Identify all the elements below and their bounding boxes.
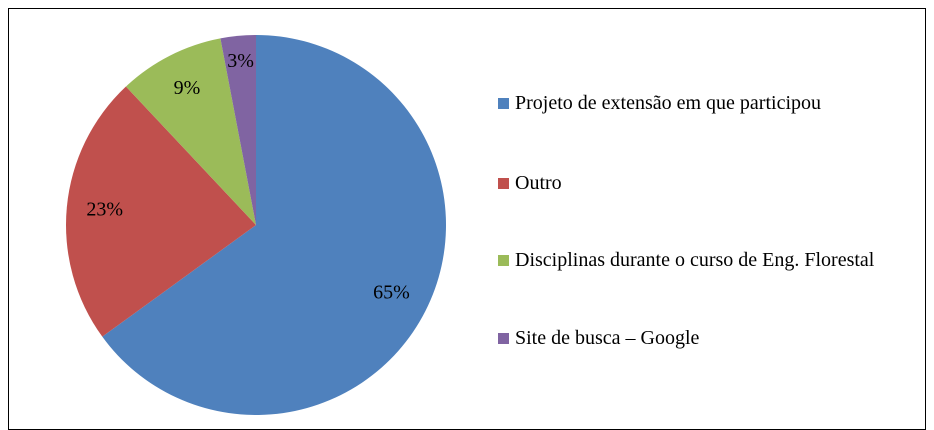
- legend-label: Outro: [515, 172, 562, 194]
- legend-label: Projeto de extensão em que participou: [515, 92, 822, 114]
- data-label: 23%: [86, 198, 123, 220]
- legend-item: Disciplinas durante o curso de Eng. Flor…: [498, 247, 908, 273]
- pie-slice: [66, 86, 256, 337]
- data-label: 65%: [373, 282, 410, 304]
- legend-item: Site de busca – Google: [498, 325, 908, 351]
- legend-swatch: [498, 178, 509, 189]
- data-label: 3%: [227, 50, 254, 72]
- legend-swatch: [498, 98, 509, 109]
- legend-label: Site de busca – Google: [515, 327, 700, 349]
- legend-swatch: [498, 333, 509, 344]
- pie-slice: [102, 35, 447, 415]
- pie-slice: [125, 38, 256, 226]
- legend-label: Disciplinas durante o curso de Eng. Flor…: [515, 249, 875, 271]
- legend-swatch: [498, 255, 509, 266]
- legend-item: Outro: [498, 170, 908, 196]
- legend-item: Projeto de extensão em que participou: [498, 90, 908, 116]
- data-label: 9%: [174, 77, 201, 99]
- pie-slice: [220, 35, 256, 225]
